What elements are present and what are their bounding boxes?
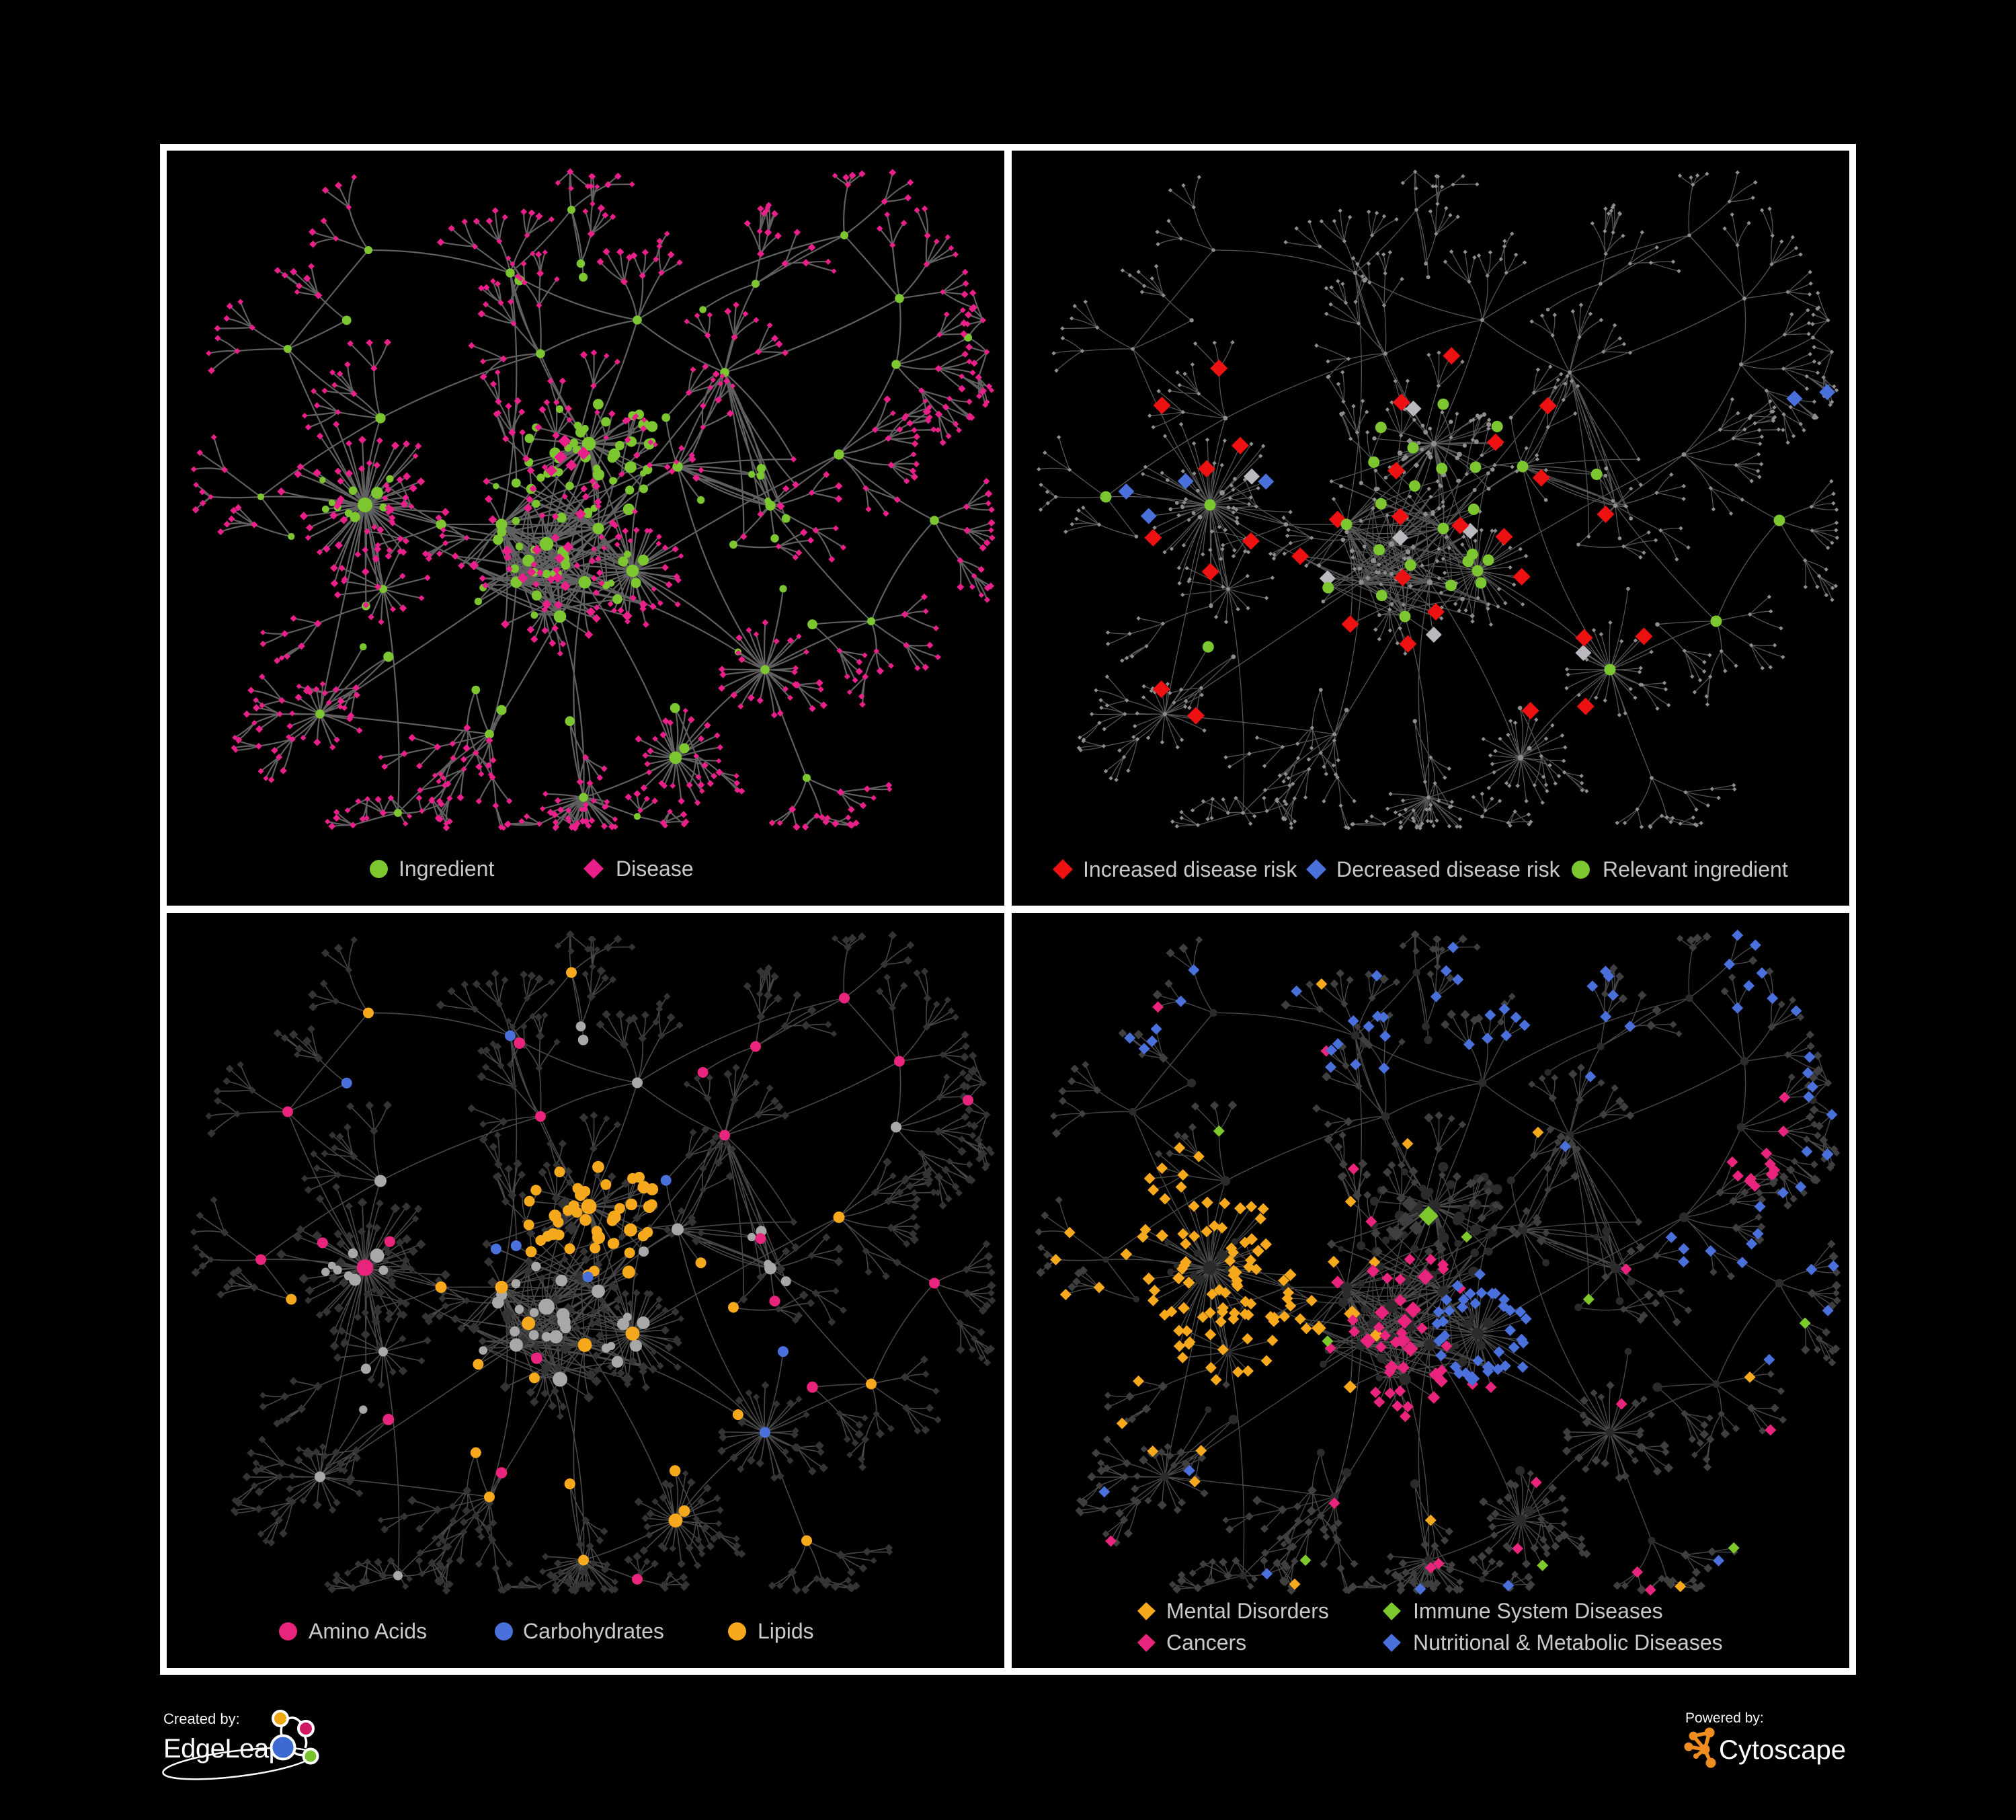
svg-text:Cytoscape: Cytoscape	[1719, 1735, 1846, 1765]
svg-text:Powered by:: Powered by:	[1685, 1710, 1764, 1726]
svg-text:Created by:: Created by:	[163, 1710, 240, 1727]
svg-text:EdgeLeap: EdgeLeap	[163, 1734, 283, 1764]
